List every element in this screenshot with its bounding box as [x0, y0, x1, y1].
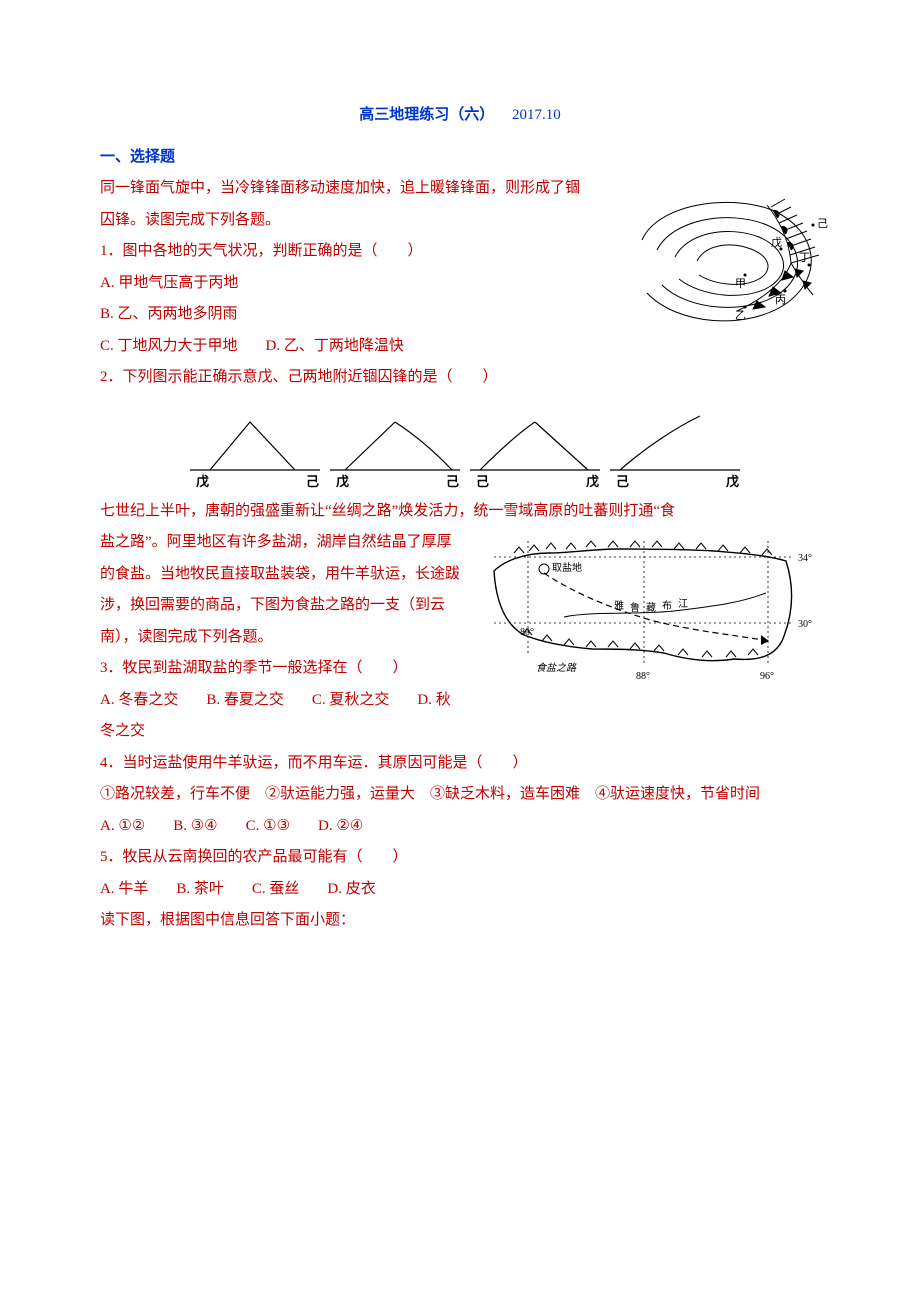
p3-right: 戊: [585, 474, 599, 489]
label-bing: 丙: [775, 294, 786, 306]
q5-optD: D. 皮衣: [327, 881, 375, 897]
q4-optA: A. ①②: [100, 818, 145, 834]
q3-options: A. 冬春之交B. 春夏之交C. 夏秋之交D. 秋冬之交: [100, 685, 820, 748]
q1-stem: 1．图中各地的天气状况，判断正确的是（ ）: [100, 236, 580, 268]
q4-options: A. ①② B. ③④ C. ①③ D. ②④: [100, 811, 820, 843]
map-river1: 雅: [614, 599, 624, 612]
map-river5: 江: [678, 598, 688, 610]
map-river4: 布: [662, 600, 672, 612]
map-salt-site: 取盐地: [552, 561, 582, 574]
section-heading: 一、选择题: [100, 142, 820, 174]
intro-passage-2-firstline: 七世纪上半叶，唐朝的强盛重新让“丝绸之路”焕发活力，统一雪域高原的吐蕃则打通“食: [100, 503, 675, 519]
map-lon80: 80°: [520, 627, 534, 638]
p4-left: 己: [616, 474, 629, 489]
p1-left: 戊: [195, 474, 209, 489]
q1-optA: A. 甲地气压高于丙地: [100, 268, 580, 300]
map-lon96: 96°: [760, 671, 774, 682]
label-wu: 戊: [771, 236, 782, 249]
q4-optC: C. ①③: [246, 818, 290, 834]
q5-optB: B. 茶叶: [176, 881, 224, 897]
title-row: 高三地理练习（六） 2017.10: [100, 100, 820, 132]
q3-optB: B. 春夏之交: [206, 692, 284, 708]
p1-right: 己: [306, 474, 319, 489]
p3-left: 己: [476, 474, 489, 489]
map-lon88: 88°: [636, 671, 650, 682]
cyclone-figure: 甲 乙 丙 丁 戊 己: [617, 185, 842, 335]
q2-stem: 2．下列图示能正确示意戊、己两地附近锢囚锋的是（ ）: [100, 362, 820, 394]
q4-optD: D. ②④: [318, 818, 363, 834]
salt-road-map: 取盐地 雅 鲁 藏 布 江 食盐之路 80° 88° 96° 30° 34°: [474, 531, 820, 686]
intro-passage-2-line1: 七世纪上半叶，唐朝的强盛重新让“丝绸之路”焕发活力，统一雪域高原的吐蕃则打通“食: [100, 496, 820, 528]
q5-stem: 5．牧民从云南换回的农产品最可能有（ ）: [100, 842, 820, 874]
q3-optC: C. 夏秋之交: [312, 692, 390, 708]
q4-optB: B. ③④: [173, 818, 217, 834]
map-river2: 鲁: [630, 601, 640, 614]
p2-left: 戊: [335, 474, 349, 489]
map-lat30: 30°: [798, 619, 812, 630]
page: 高三地理练习（六） 2017.10: [0, 0, 920, 1302]
q1-optC: C. 丁地风力大于甲地: [100, 338, 238, 354]
front-cross-sections: 戊 己 戊 己 己 戊 己 戊: [180, 400, 740, 492]
q5-optA: A. 牛羊: [100, 881, 148, 897]
q5-optC: C. 蚕丝: [252, 881, 300, 897]
intro-passage-1: 同一锋面气旋中，当冷锋锋面移动速度加快，追上暖锋锋面，则形成了锢囚锋。读图完成下…: [100, 173, 580, 236]
title-main: 高三地理练习（六）: [359, 107, 494, 123]
intro-passage-1-wrap: 同一锋面气旋中，当冷锋锋面移动速度加快，追上暖锋锋面，则形成了锢囚锋。读图完成下…: [100, 173, 580, 362]
label-ji: 己: [817, 218, 828, 230]
q5-options: A. 牛羊 B. 茶叶 C. 蚕丝 D. 皮衣: [100, 874, 820, 906]
label-yi: 乙: [735, 309, 746, 322]
q1-optB: B. 乙、丙两地多阴雨: [100, 299, 580, 331]
q4-stem: 4．当时运盐使用牛羊驮运，而不用车运．其原因可能是（ ）: [100, 748, 820, 780]
label-ding: 丁: [799, 252, 810, 264]
label-jia: 甲: [735, 278, 746, 290]
q1-optD: D. 乙、丁两地降温快: [266, 338, 404, 354]
closing-line: 读下图，根据图中信息回答下面小题：: [100, 905, 820, 937]
map-river3: 藏: [646, 602, 656, 614]
title-date: 2017.10: [512, 107, 561, 123]
p4-right: 戊: [725, 474, 739, 489]
p2-right: 己: [446, 474, 459, 489]
map-lat34: 34°: [798, 553, 812, 564]
q3-optA: A. 冬春之交: [100, 692, 178, 708]
q1-optC-D: C. 丁地风力大于甲地 D. 乙、丁两地降温快: [100, 331, 580, 363]
q4-reasons: ①路况较差，行车不便 ②驮运能力强，运量大 ③缺乏木料，造车困难 ④驮运速度快，…: [100, 779, 820, 811]
passage2-block: 七世纪上半叶，唐朝的强盛重新让“丝绸之路”焕发活力，统一雪域高原的吐蕃则打通“食: [100, 496, 820, 748]
map-salt-road: 食盐之路: [536, 662, 577, 674]
